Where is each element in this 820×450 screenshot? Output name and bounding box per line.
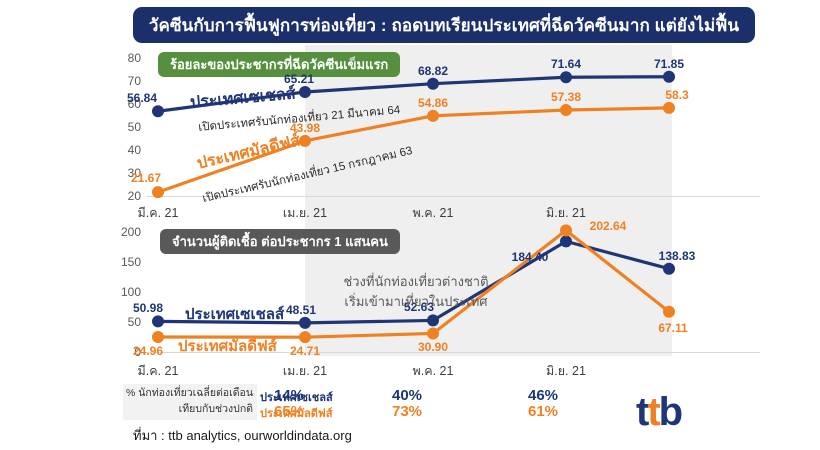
value-label: 68.82 (417, 63, 449, 78)
value-label: 67.11 (658, 320, 688, 335)
data-point (663, 70, 675, 83)
chart1-ytick: 20 (127, 189, 141, 203)
table-value: 14% (273, 387, 305, 404)
data-point (299, 86, 311, 99)
value-label: 56.84 (126, 91, 158, 106)
chart2-ytick: 50 (127, 315, 141, 329)
chart1-xtick: มี.ค. 21 (137, 206, 179, 220)
value-label: 184.40 (511, 250, 549, 265)
data-point (427, 314, 439, 327)
chart2-title-badge: จำนวนผู้ติดเชื้อ ต่อประชากร 1 แสนคน (160, 229, 400, 254)
value-label: 71.64 (550, 57, 582, 72)
chart2-ytick: 150 (120, 255, 141, 269)
value-label: 24.96 (132, 344, 164, 359)
table-label-seychelles: ประเทศเซเชลส์ (260, 392, 333, 404)
value-label: 21.67 (130, 171, 162, 186)
data-point (560, 104, 572, 117)
chart2-xtick: เม.ย. 21 (282, 364, 328, 378)
data-point (299, 331, 311, 344)
value-label: 52.63 (403, 300, 435, 315)
chart1-ytick: 70 (127, 74, 141, 88)
data-point (152, 315, 164, 328)
value-label: 43.98 (289, 120, 321, 135)
value-label: 54.86 (417, 95, 449, 110)
logo-letter: b (658, 390, 683, 434)
data-point (663, 305, 675, 318)
value-label: 50.98 (132, 301, 164, 316)
table-row-header: % นักท่องเที่ยวเฉลี่ยต่อเดือน เทียบกับช่… (123, 384, 257, 420)
value-label: 58.3 (665, 87, 689, 102)
value-label: 30.90 (417, 340, 449, 355)
data-point (427, 77, 439, 90)
chart1-ytick: 50 (127, 120, 141, 134)
chart2-xtick: มิ.ย. 21 (546, 364, 586, 378)
data-point (152, 331, 164, 344)
chart2-maldives-label: ประเทศมัลดีฟส์ (178, 338, 277, 355)
value-label: 138.83 (658, 248, 696, 263)
chart2-seychelles-label: ประเทศเซเชลส์ (185, 306, 285, 323)
chart1-title-badge: ร้อยละของประชากรที่ฉีดวัคซีนเข็มแรก (158, 52, 401, 77)
shaded-period-band (305, 45, 672, 356)
ttb-logo: ttb (636, 390, 683, 434)
data-point (299, 316, 311, 329)
chart1-ytick: 40 (127, 143, 141, 157)
data-point (560, 235, 572, 248)
data-point (560, 71, 572, 84)
table-value: 73% (391, 403, 423, 420)
chart2-ytick: 200 (120, 225, 141, 239)
chart1-xtick: พ.ค. 21 (412, 206, 454, 220)
logo-letter: t (636, 390, 649, 434)
value-label: 57.38 (550, 90, 582, 105)
table-header-line2: เทียบกับช่วงปกติ (178, 403, 253, 415)
page-title: วัคซีนกับการฟื้นฟูการท่องเที่ยว : ถอดบทเ… (133, 7, 755, 43)
tourist-period-annotation: ช่วงที่นักท่องเที่ยวต่างชาติ เริ่มเข้ามา… (318, 272, 514, 312)
table-label-maldives: ประเทศมัลดีฟส์ (260, 408, 333, 420)
chart1-ytick: 60 (127, 97, 141, 111)
table-value: 61% (527, 403, 559, 420)
source-note: ที่มา : ttb analytics, ourworldindata.or… (133, 428, 352, 443)
annotation-line-2: เริ่มเข้ามาเที่ยวในประเทศ (344, 294, 488, 310)
data-point (427, 327, 439, 340)
data-point (663, 262, 675, 275)
value-label: 48.51 (285, 302, 317, 317)
logo-letter: t (647, 390, 660, 434)
chart2-xtick: มี.ค. 21 (137, 364, 179, 378)
chart2-xtick: พ.ค. 21 (412, 364, 454, 378)
value-label: 65.21 (283, 72, 315, 87)
value-label: 71.85 (653, 56, 685, 71)
table-value: 40% (391, 387, 423, 404)
data-point (152, 186, 164, 199)
chart1-ytick: 30 (127, 166, 141, 180)
table-header-line1: % นักท่องเที่ยวเฉลี่ยต่อเดือน (125, 387, 253, 400)
data-point (152, 105, 164, 118)
data-point (299, 134, 311, 147)
data-point (560, 224, 572, 237)
chart2-ytick: 100 (120, 285, 141, 299)
chart1-xtick: เม.ย. 21 (282, 206, 328, 220)
annotation-line-1: ช่วงที่นักท่องเที่ยวต่างชาติ (343, 274, 489, 289)
table-value: 46% (527, 387, 559, 404)
data-point (427, 109, 439, 122)
table-value: 65% (273, 403, 305, 420)
value-label: 24.71 (289, 344, 321, 359)
chart1-ytick: 80 (127, 51, 141, 65)
data-point (663, 101, 675, 114)
chart1-xtick: มิ.ย. 21 (546, 206, 586, 220)
chart2-ytick: 0 (134, 345, 141, 359)
value-label: 202.64 (589, 219, 627, 234)
